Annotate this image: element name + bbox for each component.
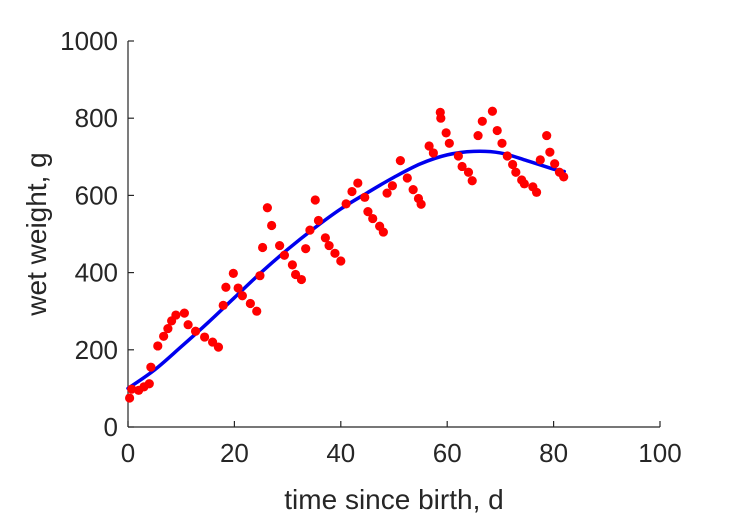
data-point — [221, 282, 231, 292]
data-point — [550, 159, 560, 169]
y-tick-label: 0 — [104, 412, 118, 442]
data-point — [545, 147, 555, 157]
data-point — [542, 130, 552, 141]
data-point — [428, 148, 438, 158]
data-point — [519, 179, 529, 189]
data-point — [487, 106, 498, 116]
x-tick-label: 100 — [638, 438, 681, 468]
data-point — [559, 172, 569, 182]
data-point — [163, 323, 173, 334]
data-point — [453, 151, 463, 161]
data-point — [341, 199, 351, 209]
data-point — [171, 310, 181, 320]
data-point — [531, 187, 542, 197]
x-tick-label: 40 — [326, 438, 355, 468]
data-point — [153, 341, 163, 351]
data-point — [502, 151, 512, 161]
data-point — [360, 192, 370, 202]
data-point — [124, 393, 135, 403]
data-point — [127, 384, 137, 394]
data-point — [408, 185, 418, 195]
data-point — [511, 167, 521, 177]
data-point — [382, 188, 392, 198]
data-point — [159, 331, 169, 341]
y-tick-label: 800 — [75, 103, 118, 133]
data-point — [347, 186, 357, 197]
data-point — [320, 233, 330, 243]
data-point — [363, 207, 373, 217]
x-tick-label: 0 — [121, 438, 135, 468]
data-point — [255, 271, 265, 281]
data-point — [275, 240, 285, 251]
data-point — [336, 256, 346, 266]
data-point — [368, 213, 378, 224]
x-axis-label: time since birth, d — [284, 484, 503, 515]
data-point — [144, 379, 154, 389]
x-tick-label: 80 — [539, 438, 568, 468]
data-point — [497, 138, 507, 148]
data-point — [228, 268, 238, 278]
data-point — [467, 176, 477, 186]
y-tick-label: 1000 — [60, 26, 118, 56]
data-point — [257, 242, 268, 253]
data-point — [473, 130, 483, 141]
data-point — [200, 332, 210, 342]
data-point — [146, 362, 156, 372]
data-point — [402, 173, 412, 183]
y-tick-label: 600 — [75, 180, 118, 210]
data-point — [296, 274, 307, 285]
data-point — [477, 116, 487, 126]
data-point — [508, 159, 518, 170]
data-point — [287, 260, 297, 270]
data-point — [444, 138, 454, 148]
x-tick-label: 60 — [433, 438, 462, 468]
data-point — [424, 141, 434, 151]
data-point — [313, 215, 324, 226]
data-points — [124, 106, 569, 403]
data-point — [233, 283, 243, 293]
data-point — [436, 113, 446, 123]
data-point — [463, 167, 474, 177]
data-point — [190, 326, 201, 336]
data-point — [535, 155, 545, 165]
data-point — [387, 181, 398, 191]
y-tick-label: 200 — [75, 335, 118, 365]
data-point — [252, 306, 262, 316]
y-tick-label: 400 — [75, 258, 118, 288]
y-axis-label: wet weight, g — [21, 152, 52, 316]
data-point — [441, 128, 451, 138]
x-tick-label: 20 — [220, 438, 249, 468]
data-point — [262, 203, 272, 213]
axes — [127, 41, 660, 428]
data-point — [310, 195, 320, 205]
data-point — [457, 161, 467, 172]
data-point — [213, 342, 224, 352]
data-point — [218, 300, 228, 311]
data-point — [395, 156, 405, 166]
data-point — [330, 248, 340, 258]
data-point — [305, 225, 315, 235]
data-point — [179, 308, 189, 318]
data-point — [301, 244, 311, 254]
data-point — [378, 227, 388, 237]
data-point — [492, 125, 502, 136]
data-point — [279, 250, 290, 260]
data-point — [324, 240, 334, 251]
data-point — [237, 291, 247, 301]
data-point — [183, 320, 193, 330]
fit-curve-group — [126, 149, 566, 391]
fit-curve — [126, 149, 566, 391]
data-point — [416, 199, 426, 209]
data-point — [267, 220, 277, 231]
data-point — [245, 298, 255, 309]
data-point — [353, 178, 363, 188]
